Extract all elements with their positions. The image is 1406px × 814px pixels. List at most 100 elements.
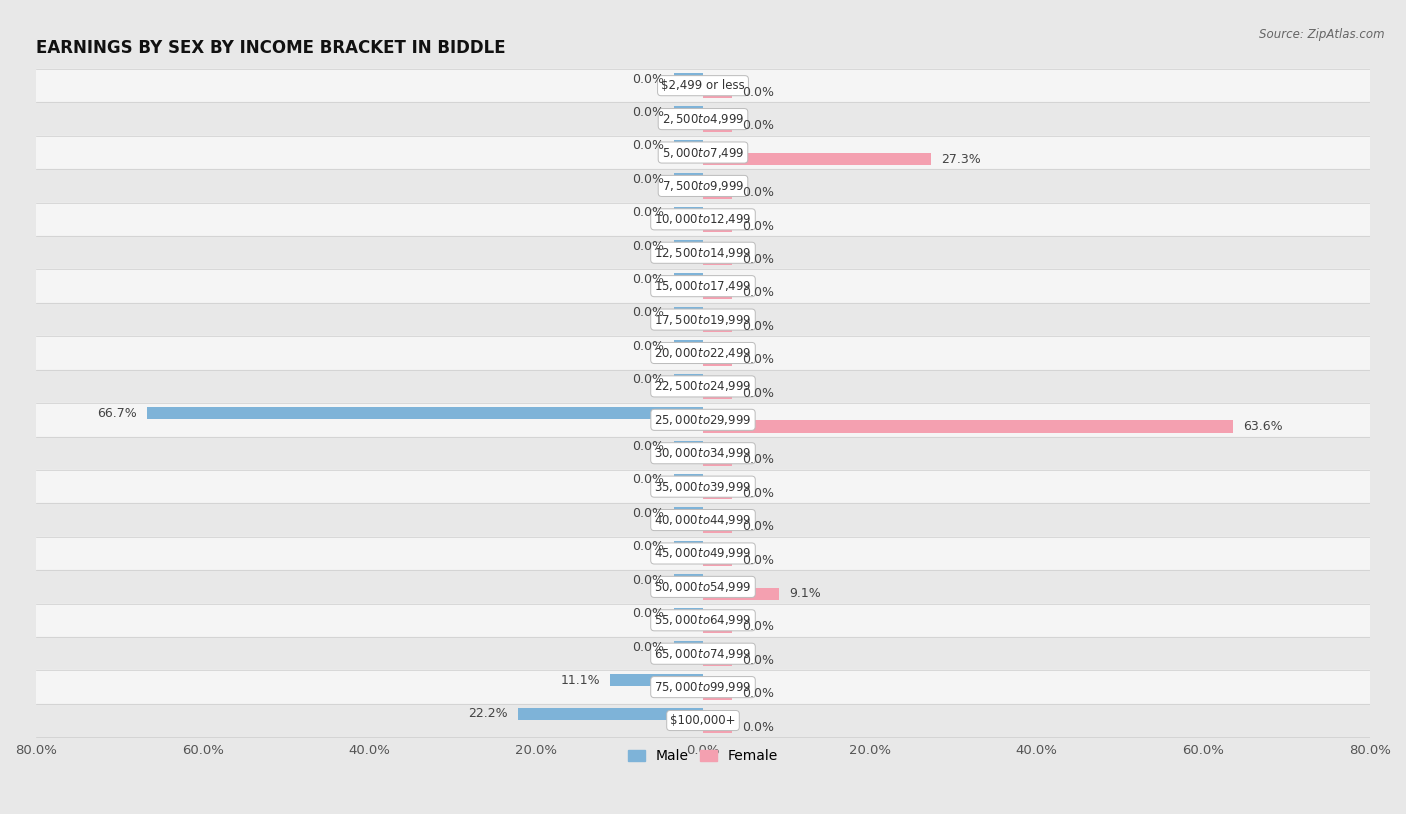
Bar	[703, 153, 931, 165]
Bar	[703, 421, 1233, 432]
Text: 0.0%: 0.0%	[631, 339, 664, 352]
Bar	[673, 274, 703, 286]
Bar	[673, 340, 703, 352]
Text: 0.0%: 0.0%	[631, 306, 664, 319]
Bar	[37, 136, 1369, 169]
Text: 0.0%: 0.0%	[631, 440, 664, 453]
Text: 0.0%: 0.0%	[631, 206, 664, 219]
Text: 0.0%: 0.0%	[742, 487, 775, 500]
Bar	[37, 470, 1369, 503]
Text: EARNINGS BY SEX BY INCOME BRACKET IN BIDDLE: EARNINGS BY SEX BY INCOME BRACKET IN BID…	[37, 39, 506, 58]
Text: 27.3%: 27.3%	[941, 153, 980, 166]
Text: $65,000 to $74,999: $65,000 to $74,999	[654, 646, 752, 661]
Bar	[673, 574, 703, 586]
Bar	[703, 186, 733, 199]
Bar	[37, 604, 1369, 637]
Text: 0.0%: 0.0%	[631, 641, 664, 654]
Bar	[673, 540, 703, 553]
Text: $45,000 to $49,999: $45,000 to $49,999	[654, 546, 752, 561]
Bar	[703, 220, 733, 232]
Bar	[673, 240, 703, 252]
Bar	[37, 203, 1369, 236]
Bar	[703, 621, 733, 633]
Text: $75,000 to $99,999: $75,000 to $99,999	[654, 681, 752, 694]
Bar	[673, 374, 703, 386]
Bar	[703, 521, 733, 532]
Bar	[146, 407, 703, 419]
Text: 0.0%: 0.0%	[631, 239, 664, 252]
Bar	[37, 704, 1369, 737]
Bar	[673, 641, 703, 653]
Text: $7,500 to $9,999: $7,500 to $9,999	[662, 179, 744, 193]
Text: 0.0%: 0.0%	[631, 507, 664, 520]
Bar	[610, 675, 703, 686]
Bar	[37, 236, 1369, 269]
Text: 0.0%: 0.0%	[742, 687, 775, 700]
Bar	[37, 370, 1369, 403]
Text: 0.0%: 0.0%	[631, 273, 664, 286]
Legend: Male, Female: Male, Female	[623, 744, 783, 769]
Bar	[703, 554, 733, 567]
Text: 0.0%: 0.0%	[742, 387, 775, 400]
Text: 22.2%: 22.2%	[468, 707, 508, 720]
Text: 0.0%: 0.0%	[631, 607, 664, 620]
Text: 0.0%: 0.0%	[631, 540, 664, 554]
Bar	[703, 387, 733, 399]
Bar	[703, 654, 733, 667]
Bar	[673, 140, 703, 152]
Bar	[37, 503, 1369, 536]
Text: 0.0%: 0.0%	[631, 72, 664, 85]
Text: 0.0%: 0.0%	[742, 253, 775, 266]
Bar	[37, 637, 1369, 671]
Bar	[673, 73, 703, 85]
Bar	[37, 169, 1369, 203]
Bar	[37, 536, 1369, 570]
Bar	[673, 607, 703, 619]
Text: 63.6%: 63.6%	[1243, 420, 1282, 433]
Text: 0.0%: 0.0%	[631, 139, 664, 152]
Text: 0.0%: 0.0%	[742, 120, 775, 133]
Text: 0.0%: 0.0%	[742, 520, 775, 533]
Text: $35,000 to $39,999: $35,000 to $39,999	[654, 479, 752, 493]
Bar	[673, 207, 703, 219]
Bar	[703, 86, 733, 98]
Bar	[673, 173, 703, 186]
Bar	[673, 307, 703, 319]
Text: 0.0%: 0.0%	[742, 85, 775, 98]
Text: 0.0%: 0.0%	[631, 374, 664, 386]
Bar	[37, 336, 1369, 370]
Bar	[37, 570, 1369, 604]
Bar	[517, 708, 703, 720]
Text: 0.0%: 0.0%	[631, 106, 664, 119]
Text: 0.0%: 0.0%	[742, 186, 775, 199]
Bar	[673, 474, 703, 486]
Text: $5,000 to $7,499: $5,000 to $7,499	[662, 146, 744, 160]
Bar	[37, 103, 1369, 136]
Text: $50,000 to $54,999: $50,000 to $54,999	[654, 580, 752, 594]
Text: 66.7%: 66.7%	[97, 407, 136, 420]
Bar	[37, 403, 1369, 436]
Bar	[673, 107, 703, 118]
Text: $17,500 to $19,999: $17,500 to $19,999	[654, 313, 752, 326]
Bar	[673, 507, 703, 519]
Text: $25,000 to $29,999: $25,000 to $29,999	[654, 413, 752, 427]
Bar	[703, 488, 733, 499]
Text: 9.1%: 9.1%	[789, 587, 821, 600]
Text: 0.0%: 0.0%	[742, 554, 775, 567]
Text: $10,000 to $12,499: $10,000 to $12,499	[654, 212, 752, 226]
Text: $12,500 to $14,999: $12,500 to $14,999	[654, 246, 752, 260]
Text: 0.0%: 0.0%	[742, 720, 775, 733]
Text: 0.0%: 0.0%	[742, 654, 775, 667]
Text: 11.1%: 11.1%	[561, 674, 600, 687]
Text: $100,000+: $100,000+	[671, 714, 735, 727]
Bar	[37, 269, 1369, 303]
Text: $40,000 to $44,999: $40,000 to $44,999	[654, 513, 752, 527]
Text: $2,499 or less: $2,499 or less	[661, 79, 745, 92]
Bar	[703, 287, 733, 299]
Text: 0.0%: 0.0%	[631, 474, 664, 487]
Bar	[703, 353, 733, 365]
Bar	[703, 253, 733, 265]
Text: $15,000 to $17,499: $15,000 to $17,499	[654, 279, 752, 293]
Bar	[703, 120, 733, 132]
Bar	[37, 303, 1369, 336]
